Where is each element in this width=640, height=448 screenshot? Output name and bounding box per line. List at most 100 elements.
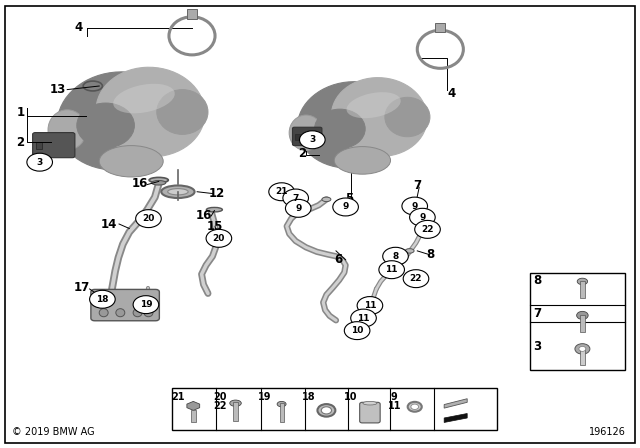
Text: 11: 11: [357, 314, 370, 323]
Text: 2: 2: [17, 136, 24, 149]
Text: 196126: 196126: [589, 427, 626, 437]
Text: 8: 8: [426, 248, 434, 261]
Circle shape: [410, 208, 435, 226]
Bar: [187, 9, 197, 19]
Text: 11: 11: [364, 301, 376, 310]
Bar: [580, 281, 585, 297]
Circle shape: [90, 290, 115, 308]
Circle shape: [357, 297, 383, 314]
Text: 12: 12: [208, 187, 225, 200]
Ellipse shape: [411, 404, 419, 409]
Ellipse shape: [96, 67, 205, 157]
Text: 18: 18: [96, 295, 109, 304]
Text: © 2019 BMW AG: © 2019 BMW AG: [12, 427, 94, 437]
Ellipse shape: [298, 82, 405, 168]
Ellipse shape: [212, 235, 225, 241]
Ellipse shape: [161, 185, 195, 198]
Ellipse shape: [206, 207, 223, 212]
Ellipse shape: [48, 110, 86, 150]
Circle shape: [575, 344, 590, 354]
Bar: [172, 388, 497, 430]
Text: 20: 20: [142, 214, 155, 223]
Circle shape: [577, 311, 588, 319]
Ellipse shape: [113, 84, 175, 113]
Ellipse shape: [577, 278, 588, 284]
Ellipse shape: [142, 215, 155, 222]
Text: 1: 1: [17, 105, 24, 119]
Text: 10: 10: [344, 392, 358, 402]
Ellipse shape: [321, 407, 332, 414]
Text: 14: 14: [100, 217, 117, 231]
Ellipse shape: [99, 309, 108, 317]
Polygon shape: [444, 399, 467, 408]
Text: 11: 11: [387, 401, 401, 411]
Polygon shape: [444, 414, 467, 422]
FancyBboxPatch shape: [91, 289, 159, 321]
FancyBboxPatch shape: [33, 133, 75, 158]
Text: 19: 19: [258, 392, 272, 402]
Text: 9: 9: [295, 204, 301, 213]
Text: 15: 15: [206, 220, 223, 233]
Bar: [191, 410, 196, 422]
Ellipse shape: [405, 249, 414, 253]
Text: 13: 13: [49, 83, 66, 96]
Text: 9: 9: [412, 202, 418, 211]
Text: 9: 9: [391, 392, 397, 402]
Text: 22: 22: [410, 274, 422, 283]
Ellipse shape: [277, 401, 286, 407]
Polygon shape: [187, 401, 200, 410]
Text: 16: 16: [131, 177, 148, 190]
Ellipse shape: [230, 400, 241, 406]
Ellipse shape: [314, 109, 365, 149]
Bar: [233, 402, 238, 421]
Text: 3: 3: [534, 340, 541, 353]
Circle shape: [133, 296, 159, 314]
Circle shape: [333, 198, 358, 216]
FancyBboxPatch shape: [292, 127, 322, 146]
Text: 22: 22: [421, 225, 434, 234]
Ellipse shape: [332, 78, 428, 156]
Ellipse shape: [133, 309, 142, 317]
Ellipse shape: [322, 197, 331, 202]
Circle shape: [206, 229, 232, 247]
Circle shape: [285, 199, 311, 217]
Circle shape: [383, 247, 408, 265]
Text: 19: 19: [140, 300, 152, 309]
Text: 18: 18: [301, 392, 316, 402]
Bar: [280, 403, 284, 422]
Ellipse shape: [410, 200, 419, 205]
Ellipse shape: [168, 189, 188, 195]
Text: 6: 6: [334, 253, 342, 267]
Ellipse shape: [149, 177, 168, 183]
Circle shape: [300, 131, 325, 149]
Text: 9: 9: [342, 202, 349, 211]
Ellipse shape: [346, 92, 401, 118]
Ellipse shape: [99, 146, 163, 177]
Bar: [36, 142, 42, 149]
Bar: [530, 273, 625, 370]
Ellipse shape: [289, 115, 323, 151]
Bar: [435, 23, 445, 33]
Ellipse shape: [157, 90, 208, 134]
Circle shape: [415, 220, 440, 238]
Ellipse shape: [58, 72, 179, 170]
Ellipse shape: [418, 215, 427, 220]
Ellipse shape: [363, 401, 377, 405]
Text: 2: 2: [298, 146, 306, 160]
Circle shape: [402, 197, 428, 215]
Circle shape: [136, 210, 161, 228]
Text: 5: 5: [345, 191, 353, 205]
Bar: [295, 134, 301, 140]
Ellipse shape: [77, 103, 134, 148]
Circle shape: [344, 322, 370, 340]
Text: 7: 7: [413, 179, 421, 193]
Circle shape: [379, 261, 404, 279]
FancyBboxPatch shape: [360, 402, 380, 423]
Text: 10: 10: [351, 326, 364, 335]
Text: 20: 20: [212, 234, 225, 243]
Circle shape: [403, 270, 429, 288]
Ellipse shape: [152, 181, 166, 185]
Ellipse shape: [391, 266, 400, 270]
Text: 4: 4: [74, 21, 82, 34]
Text: 3: 3: [36, 158, 43, 167]
